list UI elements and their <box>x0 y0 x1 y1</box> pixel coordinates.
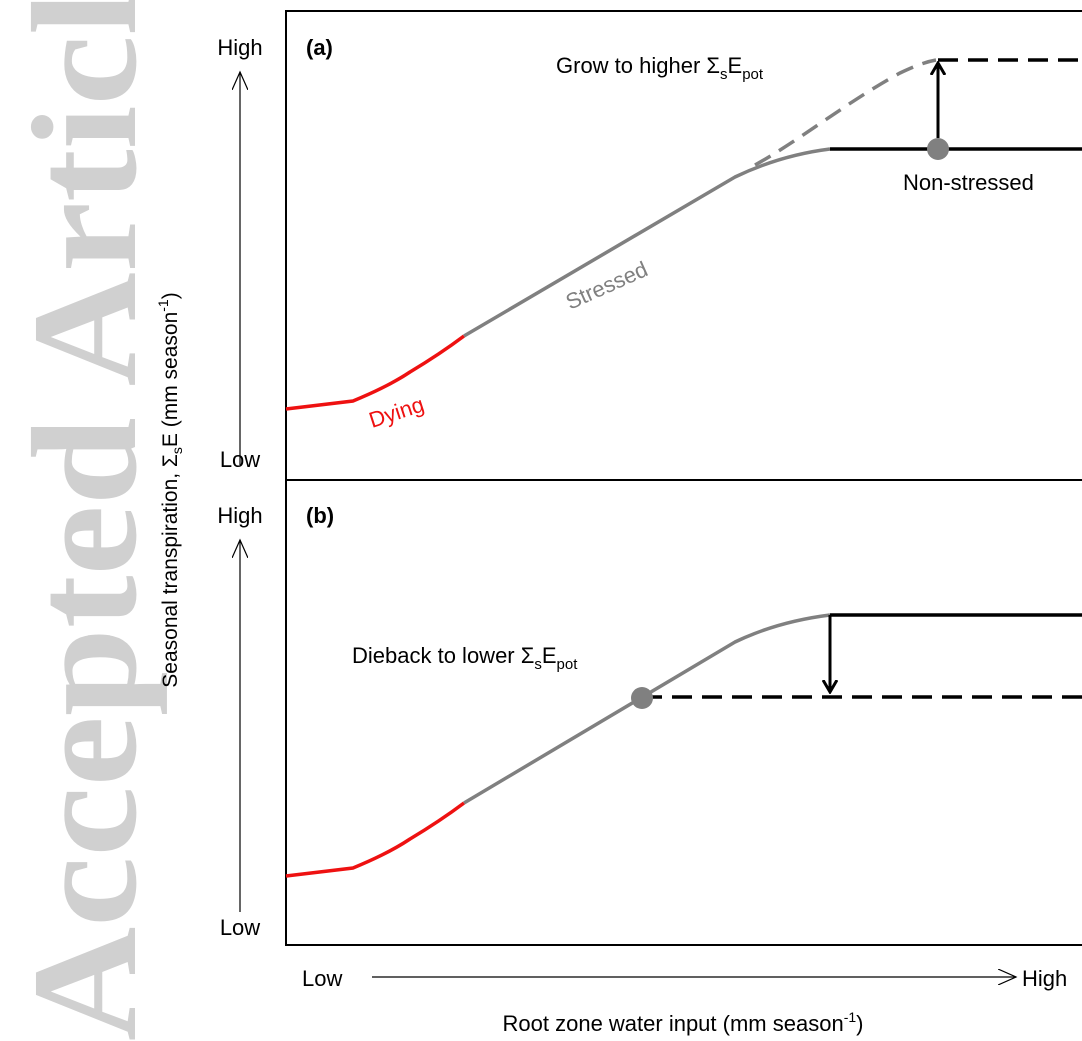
non-stressed-point <box>927 138 949 160</box>
x-axis-title: Root zone water input (mm season-1) <box>503 1009 864 1036</box>
y-low-label-b: Low <box>220 915 260 940</box>
grow-label: Grow to higher ΣsEpot <box>556 53 764 83</box>
x-low-label: Low <box>302 966 342 991</box>
panel-b-frame <box>285 479 1082 946</box>
stressed-label-a: Stressed <box>562 256 651 314</box>
panel-a-tag: (a) <box>306 35 333 60</box>
panel-b-tag: (b) <box>306 503 334 528</box>
dying-label-a: Dying <box>366 392 427 433</box>
y-high-label-a: High <box>217 35 262 60</box>
grow-potential-curve-a <box>754 58 937 167</box>
y-axis-title: Seasonal transpiration, ΣsE (mm season-1… <box>155 292 185 687</box>
x-high-label: High <box>1022 966 1067 991</box>
non-stressed-label: Non-stressed <box>903 170 1034 195</box>
y-high-label-b: High <box>217 503 262 528</box>
dying-curve-b <box>285 801 466 878</box>
stressed-curve-b <box>463 613 831 805</box>
watermark: Accepted Article <box>2 0 168 1041</box>
dieback-label: Dieback to lower ΣsEpot <box>352 643 578 673</box>
y-low-label-a: Low <box>220 447 260 472</box>
stressed-curve-a <box>463 147 831 338</box>
dying-curve-a <box>285 334 466 411</box>
dieback-point <box>631 687 653 709</box>
